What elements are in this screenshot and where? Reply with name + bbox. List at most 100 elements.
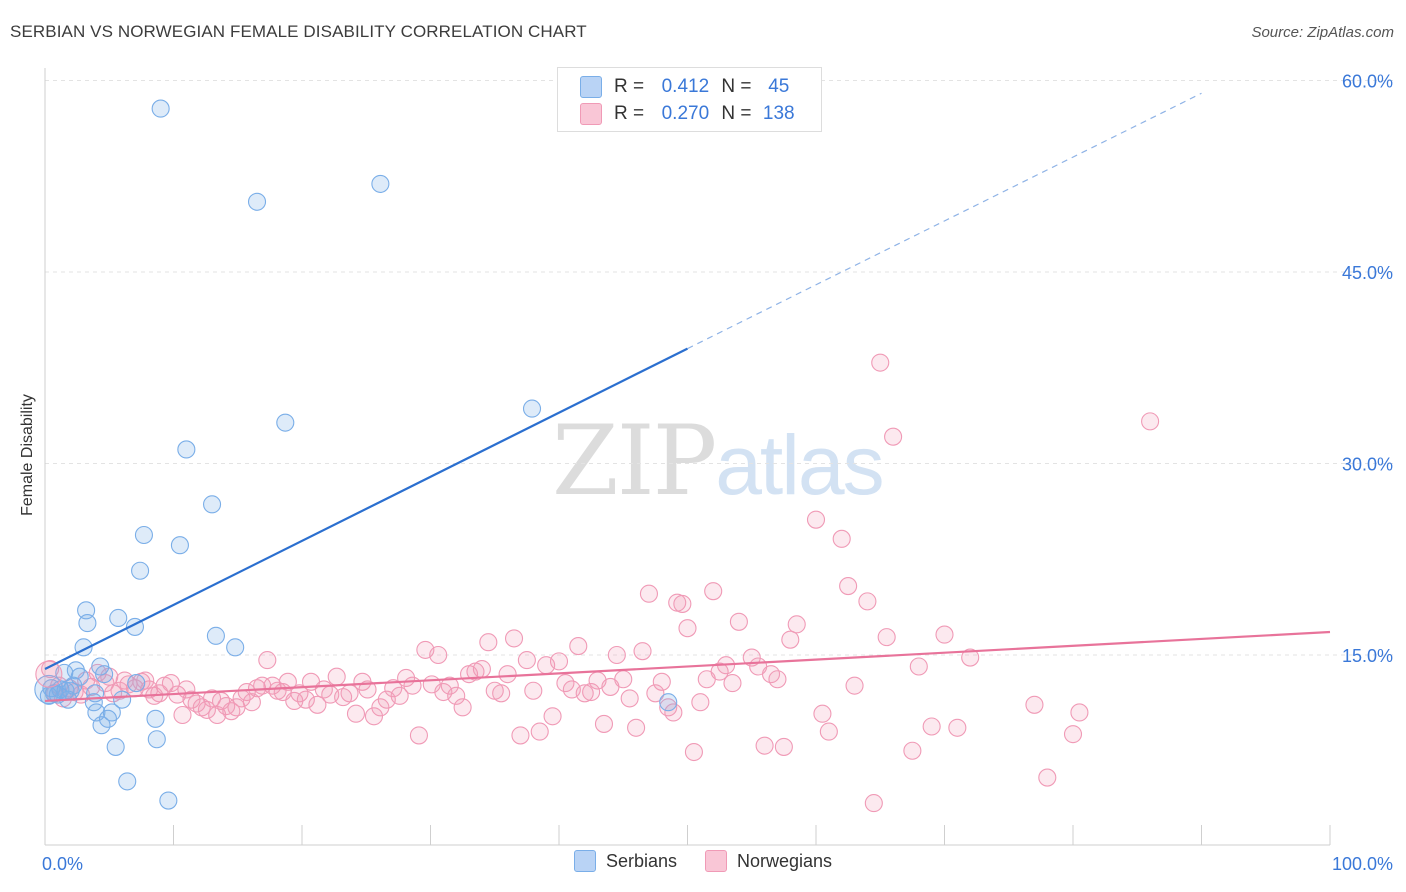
norwegians-point: [723, 674, 742, 693]
norwegians-point: [384, 679, 403, 698]
norwegians-point: [346, 704, 366, 723]
serbians-point: [170, 536, 189, 555]
serbians-point: [247, 192, 267, 211]
norwegians-point: [871, 353, 890, 372]
legend-n-label: N =: [721, 103, 752, 124]
serbians-point: [159, 791, 178, 810]
serbians-point: [226, 638, 245, 657]
norwegians-point: [922, 717, 941, 736]
norwegians-point: [549, 652, 569, 671]
serbians-point: [146, 709, 165, 728]
norwegians-point: [327, 667, 346, 686]
x-tick-label: 0.0%: [42, 854, 83, 874]
serbians-point: [147, 730, 166, 749]
norwegians-point: [935, 625, 954, 644]
norwegians-point: [1070, 703, 1089, 722]
serbians-point: [95, 665, 114, 684]
serbians-point: [151, 99, 170, 118]
norwegians-point: [864, 794, 883, 813]
norwegians-point: [684, 742, 703, 762]
legend-n-value: 45: [768, 76, 790, 97]
norwegians-trend-line: [44, 630, 1331, 703]
norwegians-point: [511, 726, 530, 745]
serbians-point: [659, 693, 678, 712]
norwegians-swatch: [705, 850, 727, 872]
norwegians-point: [409, 726, 428, 745]
norwegians-point: [371, 698, 390, 717]
norwegians-point: [961, 648, 980, 667]
norwegians-point: [877, 628, 896, 647]
norwegians-point: [813, 704, 832, 723]
norwegians-point: [569, 637, 588, 656]
norwegians-point: [242, 693, 261, 712]
serbians-point: [206, 626, 225, 645]
norwegians-point: [620, 689, 639, 708]
norwegians-point: [614, 670, 633, 689]
norwegians-point: [845, 676, 864, 695]
norwegians-point: [819, 722, 838, 741]
norwegians-point: [447, 686, 466, 705]
serbians-point: [203, 495, 222, 514]
norwegians-point: [652, 672, 671, 691]
serbians-point: [276, 413, 295, 432]
norwegians-point: [774, 737, 793, 756]
watermark: ZIPatlas: [552, 405, 885, 517]
norwegians-point: [729, 612, 748, 631]
serbians-point: [70, 667, 89, 686]
norwegians-point: [607, 645, 626, 665]
watermark-zip: ZIP: [552, 405, 717, 517]
norwegians-point: [768, 670, 787, 689]
legend-row-serbians: R = 0.412 N = 45: [580, 75, 801, 99]
serbians-point: [34, 674, 64, 705]
serbians-swatch: [573, 850, 596, 872]
norwegians-point: [308, 695, 327, 714]
legend-r-value: 0.270: [661, 103, 710, 124]
chart-title: SERBIAN VS NORWEGIAN FEMALE DISABILITY C…: [10, 22, 587, 41]
norwegians-point: [755, 736, 774, 755]
norwegians-point: [530, 722, 549, 741]
serbians-point: [64, 676, 83, 695]
watermark-atlas: atlas: [715, 418, 884, 512]
norwegians-point: [673, 594, 692, 613]
norwegians-point: [517, 651, 536, 670]
y-tick-label: 45.0%: [1342, 263, 1393, 283]
serbians-trend-extension: [687, 92, 1202, 350]
norwegians-point: [633, 642, 652, 661]
norwegians-point: [582, 682, 601, 702]
serbians-point: [109, 608, 128, 628]
serbians-point: [127, 674, 146, 693]
norwegians-point: [390, 686, 409, 705]
norwegians-point: [504, 629, 524, 648]
serbians-point: [522, 399, 542, 418]
x-tick-label: 100.0%: [1332, 854, 1393, 874]
legend-row-norwegians: R = 0.270 N = 138: [580, 102, 801, 126]
norwegians-point: [1141, 412, 1160, 431]
norwegians-point: [556, 674, 575, 693]
y-tick-label: 15.0%: [1342, 646, 1393, 666]
norwegians-point: [646, 684, 665, 703]
serbians-point: [106, 737, 125, 756]
norwegians-point: [839, 577, 858, 596]
stats-legend: R = 0.412 N = 45 R = 0.270 N = 138: [557, 67, 822, 132]
norwegians-point: [358, 680, 377, 699]
serbians-point: [134, 525, 153, 545]
legend-r-label: R =: [614, 76, 645, 97]
norwegians-point: [664, 703, 683, 722]
serbians-swatch: [580, 76, 602, 98]
norwegians-point: [594, 714, 614, 733]
norwegians-swatch: [580, 103, 602, 125]
serbians-point: [131, 561, 150, 580]
norwegians-point: [429, 645, 448, 665]
norwegians-point: [948, 718, 967, 737]
norwegians-point: [498, 665, 517, 684]
norwegians-point: [903, 741, 922, 760]
norwegians-point: [806, 510, 826, 529]
norwegians-point: [1025, 695, 1044, 714]
serbians-point: [55, 663, 74, 682]
norwegians-point: [453, 698, 472, 717]
norwegians-point: [197, 700, 216, 719]
serbians-point: [92, 716, 111, 735]
norwegians-point: [440, 676, 459, 695]
norwegians-point: [237, 682, 256, 702]
